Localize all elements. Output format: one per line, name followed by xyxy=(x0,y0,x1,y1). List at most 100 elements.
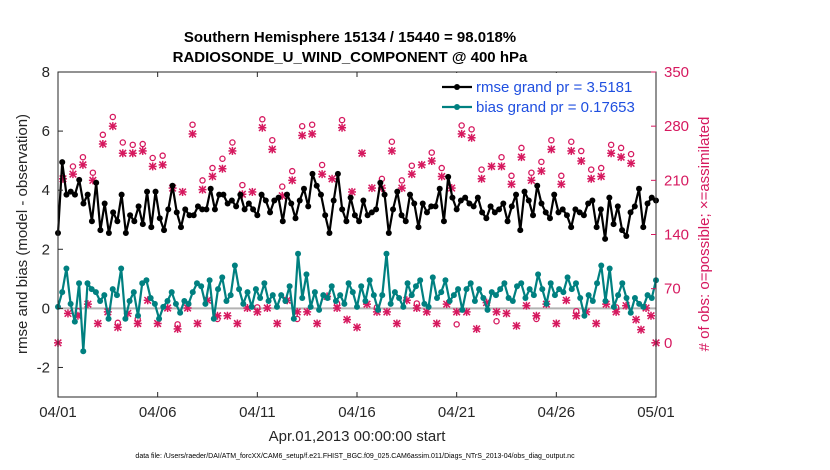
rmse-point xyxy=(250,206,257,213)
rmse-point xyxy=(216,191,223,198)
bias-point xyxy=(88,286,95,293)
rmse-point xyxy=(572,206,579,213)
rmse-point xyxy=(59,159,66,166)
rmse-point xyxy=(377,179,384,186)
bias-point xyxy=(476,286,483,293)
bias-point xyxy=(564,274,571,281)
obs-assimilated-marker xyxy=(148,162,157,171)
bias-point xyxy=(202,300,209,307)
rmse-point xyxy=(144,188,151,195)
bias-point xyxy=(101,292,108,299)
rmse-point xyxy=(496,206,503,213)
y-right-tick-label: 350 xyxy=(664,64,689,81)
y-right-tick-label: 140 xyxy=(664,227,689,244)
obs-possible-marker xyxy=(288,167,296,175)
rmse-point xyxy=(152,188,159,195)
obs-possible-marker xyxy=(568,138,575,145)
bias-point xyxy=(147,295,154,302)
bias-point xyxy=(594,280,601,287)
rmse-point xyxy=(292,215,299,222)
rmse-point xyxy=(237,191,244,198)
obs-possible-marker xyxy=(528,169,535,176)
rmse-point xyxy=(224,200,231,207)
obs-assimilated-marker xyxy=(572,311,581,320)
rmse-point xyxy=(398,212,405,219)
obs-assimilated-marker xyxy=(263,304,272,313)
obs-possible-marker xyxy=(159,152,166,159)
obs-assimilated-marker xyxy=(367,184,376,193)
rmse-point xyxy=(530,212,537,219)
rmse-point xyxy=(457,197,464,204)
bias-point xyxy=(577,295,584,302)
obs-possible-marker xyxy=(607,141,615,149)
rmse-point xyxy=(207,185,214,192)
obs-possible-marker xyxy=(498,153,505,161)
obs-assimilated-marker xyxy=(452,307,461,316)
obs-assimilated-marker xyxy=(507,180,516,189)
bias-point xyxy=(160,303,167,310)
rmse-point xyxy=(211,206,218,213)
rmse-point xyxy=(580,212,587,219)
bias-point xyxy=(370,292,377,299)
bias-point xyxy=(118,265,125,272)
rmse-point xyxy=(453,206,460,213)
rmse-point xyxy=(97,227,104,234)
rmse-point xyxy=(407,191,414,198)
bias-point xyxy=(337,292,344,299)
obs-assimilated-marker xyxy=(497,162,506,171)
obs-assimilated-marker xyxy=(108,122,117,131)
rmse-point xyxy=(93,179,100,186)
rmse-point xyxy=(245,200,252,207)
rmse-point xyxy=(254,212,261,219)
bias-point xyxy=(648,295,655,302)
bias-point xyxy=(375,306,382,313)
rmse-point xyxy=(623,232,630,239)
bias-point xyxy=(231,262,238,269)
bias-point xyxy=(189,289,196,296)
bias-point xyxy=(76,280,83,287)
x-axis-label: Apr.01,2013 00:00:00 start xyxy=(269,428,447,445)
rmse-point xyxy=(648,194,655,201)
rmse-point xyxy=(135,203,142,210)
obs-assimilated-marker xyxy=(552,319,561,328)
rmse-point xyxy=(555,209,562,216)
bias-point xyxy=(80,348,87,355)
rmse-point xyxy=(593,224,600,231)
y-left-tick-label: 8 xyxy=(42,64,50,81)
bias-point xyxy=(497,286,504,293)
bias-point xyxy=(223,297,230,304)
bias-point xyxy=(636,300,643,307)
bias-point xyxy=(505,295,512,302)
rmse-point xyxy=(390,206,397,213)
obs-possible-marker xyxy=(493,318,500,325)
rmse-point xyxy=(360,197,367,204)
bias-point xyxy=(547,280,554,287)
obs-assimilated-marker xyxy=(313,319,322,328)
rmse-point xyxy=(288,200,295,207)
bias-point xyxy=(543,300,550,307)
bias-point xyxy=(328,283,335,290)
legend: rmse grand pr = 3.5181 bias grand pr = 0.… xyxy=(438,73,654,117)
obs-assimilated-marker xyxy=(93,319,102,328)
x-tick-label: 04/01 xyxy=(39,404,77,421)
rmse-point xyxy=(161,227,168,234)
bias-point xyxy=(278,292,285,299)
obs-assimilated-marker xyxy=(502,309,511,318)
bias-point xyxy=(560,289,567,296)
obs-possible-marker xyxy=(518,144,525,152)
obs-assimilated-marker xyxy=(178,187,187,196)
bias-point xyxy=(429,274,436,281)
rmse-point xyxy=(508,203,515,210)
bias-point xyxy=(252,286,259,293)
rmse-point xyxy=(228,197,235,204)
rmse-point xyxy=(347,194,354,201)
obs-assimilated-marker xyxy=(218,164,227,173)
rmse-point xyxy=(334,170,341,177)
bias-point xyxy=(379,292,386,299)
bias-point xyxy=(425,303,432,310)
rmse-point xyxy=(466,200,473,207)
rmse-point xyxy=(271,197,278,204)
obs-assimilated-marker xyxy=(592,319,601,328)
bias-point xyxy=(514,283,521,290)
bias-point xyxy=(282,297,289,304)
